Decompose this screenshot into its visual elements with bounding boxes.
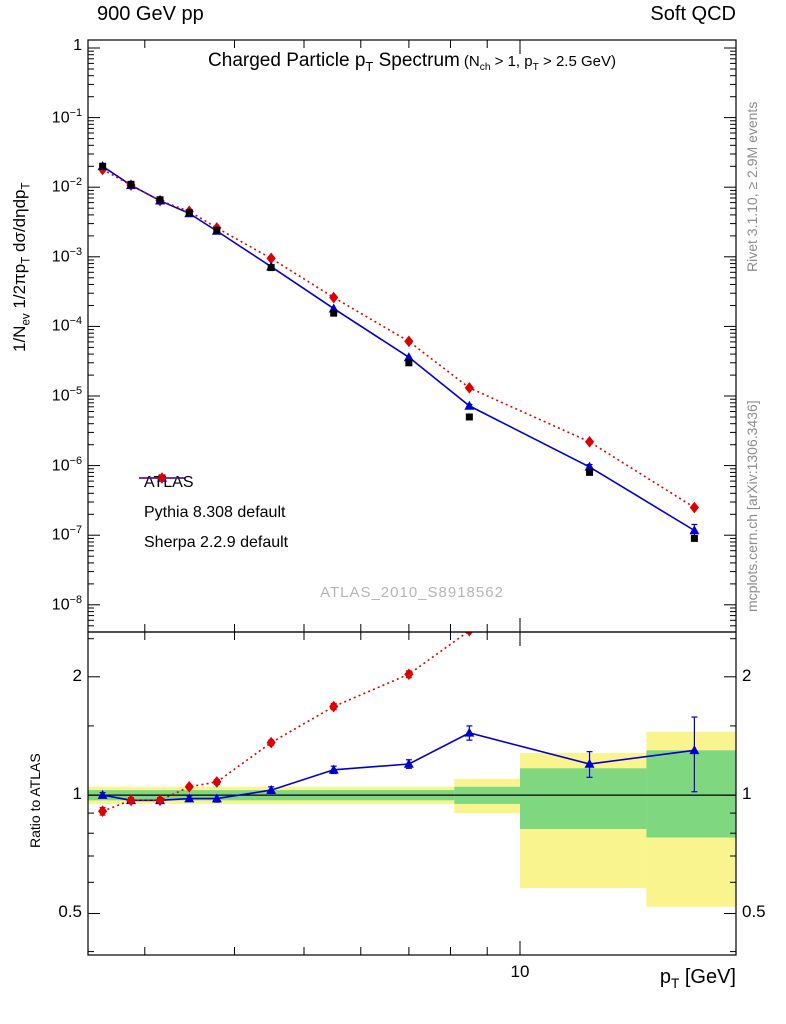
- ratio-y-tick-label-right: 1: [742, 784, 752, 804]
- main-y-tick-label: 10−6: [51, 454, 82, 474]
- main-y-tick-label: 10−2: [51, 176, 82, 196]
- analysis-id-watermark: ATLAS_2010_S8918562: [320, 584, 504, 601]
- legend-marker-diamond: [139, 472, 185, 484]
- beam-energy-label: 900 GeV pp: [97, 3, 204, 25]
- legend-label: Sherpa 2.2.9 default: [144, 534, 289, 551]
- plot-title: Charged Particle pT Spectrum: [208, 50, 460, 74]
- plot-title-row: Charged Particle pT Spectrum (Nch > 1, pT…: [88, 50, 736, 74]
- ratio-y-tick-label-left: 0.5: [58, 902, 82, 922]
- legend: ATLAS Pythia 8.308 default Sherpa 2.2.9 de…: [136, 468, 288, 558]
- main-y-tick-label: 10−4: [51, 315, 82, 335]
- main-y-tick-label: 10−5: [51, 385, 82, 405]
- main-y-tick-label: 10−7: [51, 524, 82, 544]
- main-y-tick-label: 1: [73, 37, 82, 54]
- ratio-y-tick-label-left: 1: [72, 784, 82, 804]
- main-y-tick-label: 10−8: [51, 593, 82, 614]
- main-y-tick-label: 10−1: [51, 106, 82, 126]
- mcplots-reference-note: mcplots.cern.ch [arXiv:1306.3436]: [744, 400, 760, 612]
- legend-item: Sherpa 2.2.9 default: [136, 472, 289, 558]
- rivet-version-note: Rivet 3.1.10, ≥ 2.9M events: [744, 101, 760, 272]
- plot-title-condition: (Nch > 1, pT > 2.5 GeV): [463, 53, 616, 73]
- main-y-tick-label: 10−3: [51, 245, 82, 266]
- ratio-y-tick-label-right: 0.5: [742, 902, 766, 922]
- legend-label: Pythia 8.308 default: [144, 504, 286, 521]
- ratio-y-tick-label-left: 2: [72, 665, 82, 685]
- ratio-y-tick-label-right: 2: [742, 665, 752, 685]
- x-axis-label: pT [GeV]: [659, 966, 736, 991]
- legend-item: Pythia 8.308 default: [136, 472, 288, 528]
- x-tick-label: 10: [510, 962, 530, 981]
- process-group-label: Soft QCD: [650, 3, 736, 25]
